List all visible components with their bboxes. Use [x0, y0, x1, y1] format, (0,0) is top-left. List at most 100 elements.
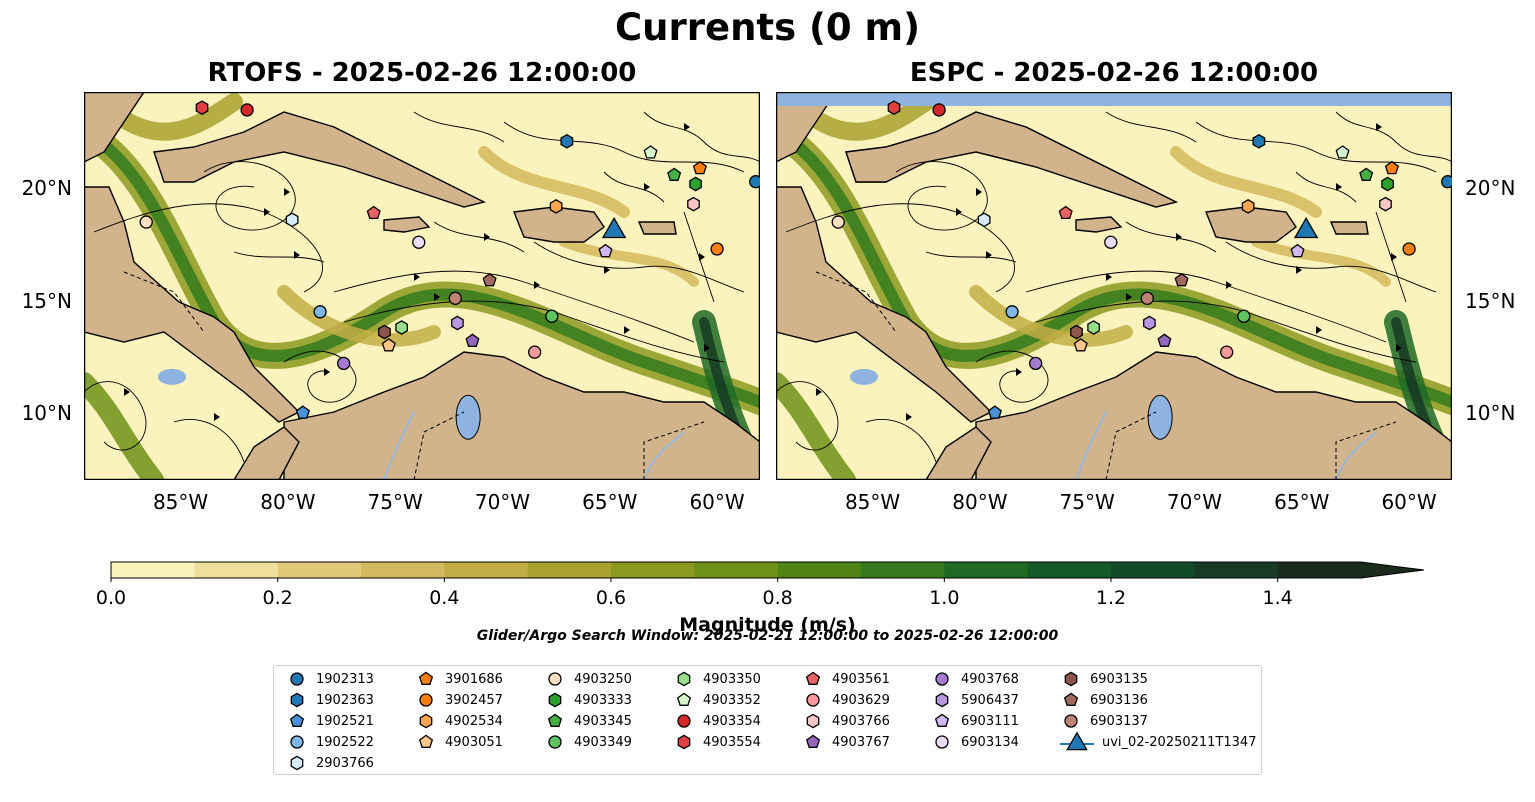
hexagon-marker-icon	[677, 671, 691, 687]
pentagon-marker-icon	[1063, 692, 1079, 706]
pentagon-marker-icon	[547, 713, 563, 727]
hexagon-marker-icon	[290, 692, 304, 708]
circle-marker-icon	[677, 714, 691, 728]
colorbar-segment	[861, 562, 945, 578]
streamline-arrow	[976, 188, 982, 196]
platform-marker	[643, 145, 658, 159]
platform-marker	[932, 103, 946, 117]
streamline-arrow	[484, 233, 490, 241]
streamline-arrow	[434, 293, 440, 301]
colorbar-tick-label: 1.0	[929, 587, 960, 609]
legend-label: 4903352	[703, 692, 761, 708]
streamline-arrow	[1126, 293, 1132, 301]
pentagon-marker-icon	[805, 734, 821, 748]
streamline-arrow	[986, 251, 992, 259]
river	[1335, 431, 1377, 480]
legend-item: 2903766	[286, 753, 374, 773]
legend-label: 4903349	[574, 734, 632, 750]
hispaniola-land	[1205, 206, 1297, 243]
streamline	[203, 161, 296, 231]
legend-item: 4903766	[802, 711, 890, 731]
lat-tick-label-left: 10°N	[21, 400, 72, 425]
lon-tick-label: 65°W	[1274, 490, 1330, 514]
legend-label: 1902313	[316, 671, 374, 687]
lat-tick-label-right: 10°N	[1465, 400, 1516, 425]
streamline-arrow	[1226, 281, 1232, 289]
legend-item: 6903136	[1060, 690, 1148, 710]
panama-land	[925, 426, 992, 480]
lon-tick-label: 75°W	[367, 490, 423, 514]
south-america-land	[283, 351, 760, 480]
central-america-land	[776, 186, 993, 423]
streamline	[1335, 111, 1452, 163]
cuba-land-top	[845, 111, 1179, 208]
south-america-land	[975, 351, 1452, 480]
search-window-text: Glider/Argo Search Window: 2025-02-21 12…	[476, 628, 1059, 644]
streamline	[1025, 270, 1387, 343]
platform-marker	[1252, 133, 1266, 149]
colorbar-label: Magnitude (m/s)	[679, 614, 856, 636]
platform-marker	[366, 205, 381, 220]
platform-marker	[378, 324, 391, 340]
streamline	[433, 221, 525, 253]
legend-item: 1902313	[286, 669, 374, 689]
river	[643, 431, 685, 480]
legend-item: 1902521	[286, 711, 374, 731]
legend-item: 4903554	[673, 732, 761, 752]
platform-marker	[1029, 356, 1043, 371]
circle-marker-icon	[419, 693, 433, 707]
lat-tick-label-left: 15°N	[21, 288, 72, 313]
streamline-arrow	[264, 208, 270, 216]
current-band	[84, 372, 164, 480]
legend: 1902313 1902363 1902521 1902522 2903766 39016…	[273, 665, 1262, 775]
pentagon-marker-icon	[418, 671, 434, 685]
streamline	[1105, 111, 1197, 143]
platform-marker	[381, 337, 396, 352]
circle-marker-icon	[1064, 714, 1078, 728]
legend-label: 4903345	[574, 713, 632, 729]
circle-marker-icon	[548, 735, 562, 749]
lon-tick-label: 70°W	[1166, 490, 1223, 514]
espc-panel-title: ESPC - 2025-02-26 12:00:00	[909, 58, 1319, 88]
current-band	[105, 93, 243, 141]
colorbar-segment	[277, 562, 362, 578]
streamline-arrow	[704, 344, 710, 352]
platform-marker	[887, 100, 901, 116]
colorbar-segment	[194, 562, 279, 578]
streamline-arrow	[624, 326, 630, 334]
lake-nicaragua	[157, 368, 186, 385]
lon-tick-label: 85°W	[844, 490, 901, 514]
jamaica-land	[1075, 216, 1123, 233]
streamline	[173, 418, 245, 463]
pentagon-marker-icon	[289, 713, 305, 727]
streamline-arrow	[1106, 273, 1112, 281]
lon-tick-label: 65°W	[582, 490, 638, 514]
cuba-land	[153, 111, 487, 208]
lake-maracaibo	[455, 394, 481, 440]
streamline	[1295, 171, 1357, 203]
legend-label: 4903051	[445, 734, 503, 750]
no-data-band	[776, 92, 1452, 106]
streamline-arrow	[1336, 183, 1342, 191]
colorbar-segment	[777, 562, 862, 578]
lat-tick-label-right: 20°N	[1465, 176, 1516, 201]
lon-tick-label: 80°W	[260, 490, 316, 514]
streamline-arrow	[699, 253, 705, 261]
legend-label: 4903350	[703, 671, 761, 687]
platform-marker	[482, 272, 497, 287]
streamline	[1195, 121, 1437, 173]
colorbar-segment	[1027, 562, 1112, 578]
platform-marker	[1073, 337, 1088, 352]
platform-marker	[549, 199, 563, 214]
platform-marker	[692, 160, 707, 175]
streamline-arrow	[684, 123, 690, 131]
streamline-arrow	[1296, 266, 1302, 274]
streamline	[333, 270, 695, 343]
legend-item: 4902534	[415, 711, 503, 731]
streamline	[925, 251, 1017, 263]
pentagon-marker-icon	[805, 671, 821, 685]
legend-label: 4903766	[832, 713, 890, 729]
streamline	[533, 241, 745, 293]
colorbar-segment	[111, 562, 195, 578]
pentagon-marker-icon	[934, 713, 950, 727]
